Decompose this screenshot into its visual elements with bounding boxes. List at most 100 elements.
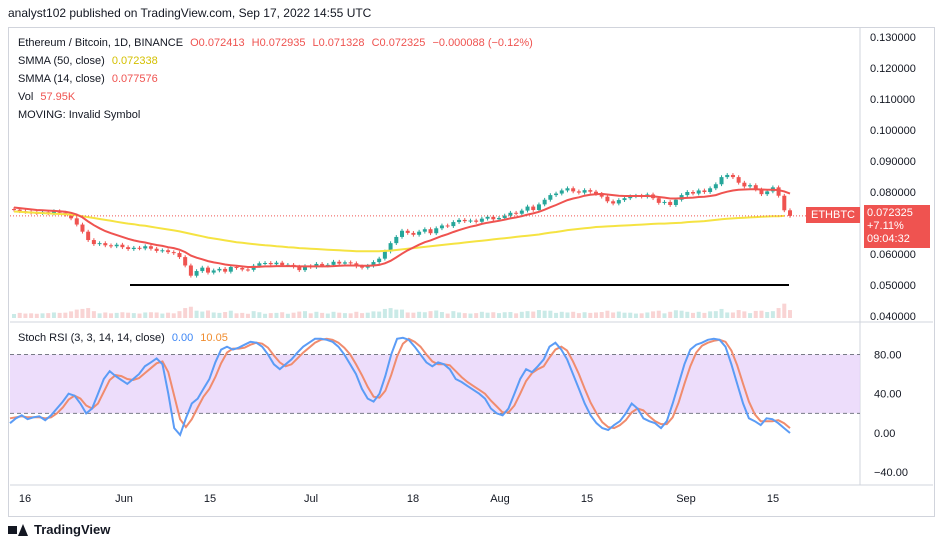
volume-bar — [485, 312, 490, 318]
legend-line-volume[interactable]: Vol 57.95K — [18, 88, 537, 106]
price-tick-label: 0.060000 — [870, 249, 916, 261]
volume-bar — [514, 313, 519, 318]
stoch-k-value: 0.00 — [171, 332, 194, 344]
candle-body — [166, 250, 171, 253]
candle-body — [730, 174, 735, 178]
volume-bar — [188, 306, 193, 318]
candle-body — [126, 247, 131, 250]
volume-bar — [126, 312, 131, 318]
candle-body — [137, 247, 142, 249]
volume-bar — [571, 311, 576, 318]
volume-bar — [325, 313, 330, 318]
candle-body — [194, 271, 199, 276]
price-legend: Ethereum / Bitcoin, 1D, BINANCE O0.07241… — [18, 34, 537, 124]
volume-bar — [388, 308, 393, 318]
candle-body — [565, 188, 570, 191]
volume-bar — [80, 308, 85, 318]
tradingview-brand: TradingView — [34, 522, 111, 537]
volume-bar — [342, 313, 347, 318]
candle-body — [268, 262, 273, 265]
candle-body — [280, 262, 285, 266]
candle-body — [206, 267, 210, 273]
volume-bar — [479, 311, 484, 318]
publisher-line: analyst102 published on TradingView.com,… — [8, 6, 372, 20]
volume-bar — [23, 313, 28, 318]
candle-body — [109, 245, 113, 247]
candle-body — [400, 230, 404, 237]
volume-bar — [228, 310, 233, 318]
candle-body — [713, 184, 718, 189]
candle-body — [616, 200, 621, 204]
candle-body — [417, 231, 422, 235]
candle-body — [759, 189, 764, 195]
volume-bar — [468, 313, 473, 318]
stoch-legend[interactable]: Stoch RSI (3, 3, 14, 14, close) 0.00 10.… — [18, 329, 232, 347]
volume-bar — [177, 311, 182, 318]
candle-body — [80, 224, 85, 232]
volume-bar — [217, 312, 222, 318]
candle-body — [143, 246, 148, 249]
volume-bar — [759, 310, 764, 318]
volume-bar — [154, 312, 159, 318]
volume-bar — [137, 313, 142, 318]
candle-body — [297, 266, 302, 271]
volume-bar — [251, 311, 256, 318]
candle-body — [303, 266, 307, 271]
volume-bar — [143, 312, 148, 318]
candle-body — [12, 209, 16, 211]
volume-bar — [702, 312, 707, 318]
tradingview-logo[interactable]: TradingView — [8, 522, 110, 537]
time-tick-label: Jun — [115, 493, 133, 505]
candle-body — [211, 270, 216, 273]
price-tick-label: 0.090000 — [870, 156, 916, 168]
candle-body — [388, 243, 393, 252]
volume-bar — [519, 311, 524, 318]
legend-line-sma14[interactable]: SMMA (14, close) 0.077576 — [18, 70, 537, 88]
candle-body — [342, 262, 347, 264]
volume-bar — [730, 312, 735, 318]
candle-body — [245, 269, 250, 271]
volume-bar — [770, 311, 775, 318]
candle-body — [154, 248, 159, 251]
candle-body — [582, 190, 587, 193]
sma50-value: 0.072338 — [111, 55, 158, 67]
volume-bar — [360, 313, 365, 318]
volume-bar — [223, 312, 228, 318]
candle-body — [120, 244, 125, 248]
stoch-d-line — [9, 337, 791, 430]
candle-body — [97, 243, 102, 245]
volume-bar — [685, 311, 690, 318]
legend-line-moving[interactable]: MOVING: Invalid Symbol — [18, 106, 537, 124]
volume-bar — [51, 312, 56, 318]
candle-body — [263, 262, 268, 264]
volume-bar — [394, 309, 399, 318]
time-tick-label: Jul — [304, 493, 318, 505]
volume-bar — [622, 312, 627, 318]
legend-symbol: Ethereum / Bitcoin, 1D, BINANCE — [18, 37, 184, 49]
volume-bar — [628, 312, 633, 318]
candle-body — [599, 193, 604, 197]
volume-bar — [109, 313, 113, 318]
volume-bar — [91, 311, 96, 318]
candle-body — [559, 190, 564, 194]
volume-bar — [103, 312, 108, 318]
stoch-label: Stoch RSI (3, 3, 14, 14, close) — [18, 332, 165, 344]
candle-body — [474, 220, 479, 222]
candle-body — [91, 240, 96, 245]
candle-body — [228, 267, 233, 272]
volume-bar — [234, 313, 239, 318]
candle-body — [51, 211, 56, 214]
volume-bar — [240, 312, 245, 318]
bar-countdown: 09:04:32 — [867, 233, 910, 245]
candle-body — [360, 266, 365, 268]
legend-line-sma50[interactable]: SMMA (50, close) 0.072338 — [18, 52, 537, 70]
sma14-line — [13, 188, 791, 268]
candle-body — [457, 219, 462, 223]
candle-body — [782, 195, 787, 211]
volume-bar — [651, 311, 656, 318]
volume-bar — [171, 313, 176, 318]
candle-body — [320, 263, 325, 266]
candle-body — [274, 262, 279, 265]
candle-body — [234, 267, 239, 269]
